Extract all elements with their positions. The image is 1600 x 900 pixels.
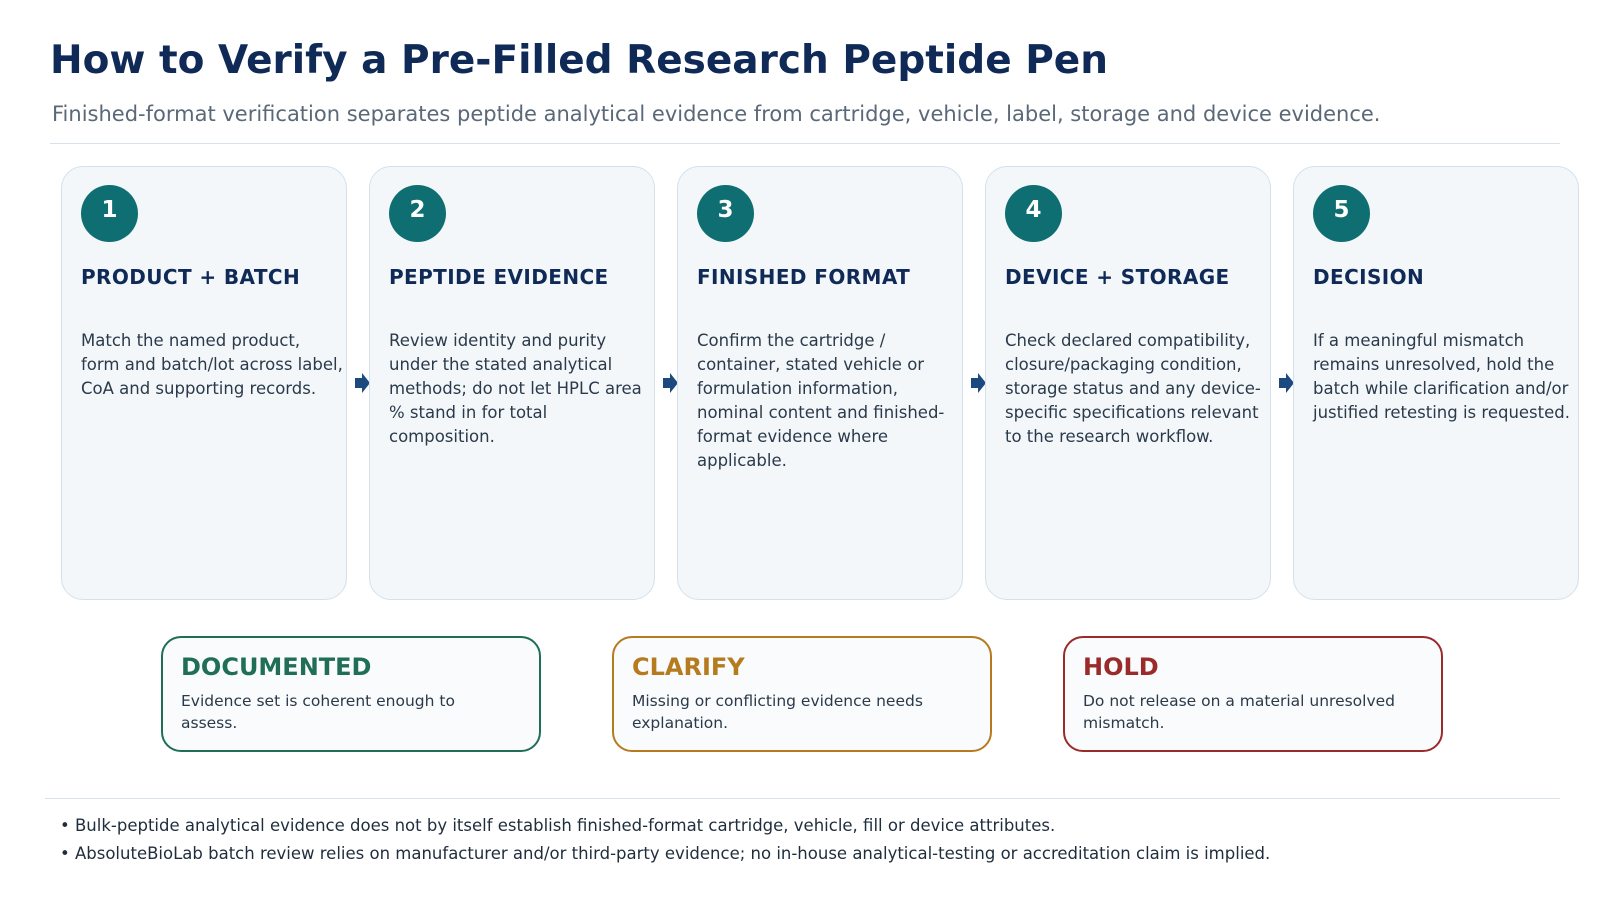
outcome-title: DOCUMENTED (181, 653, 372, 681)
step-description: If a meaningful mismatch remains unresol… (1313, 331, 1570, 422)
arrow-right-icon (971, 373, 986, 393)
arrow-right-icon (355, 373, 370, 393)
page-subtitle: Finished-format verification separates p… (52, 102, 1381, 126)
outcome-title: HOLD (1083, 653, 1159, 681)
step-description: Match the named product, form and batch/… (81, 331, 343, 398)
outcome-description: Do not release on a material unresolved … (1083, 692, 1396, 732)
step-number-badge: 5 (1313, 185, 1370, 242)
step-card-decision: 5 DECISION If a meaningful mismatch rema… (1293, 166, 1579, 600)
step-title: PRODUCT + BATCH (81, 265, 301, 289)
step-description: Confirm the cartridge / container, state… (697, 331, 945, 470)
outcome-hold: HOLD Do not release on a material unreso… (1063, 636, 1443, 752)
page-title: How to Verify a Pre-Filled Research Pept… (50, 38, 1109, 83)
footnote-item: • Bulk-peptide analytical evidence does … (60, 816, 1056, 835)
header-divider (50, 143, 1560, 144)
outcome-clarify: CLARIFY Missing or conflicting evidence … (612, 636, 992, 752)
outcome-title: CLARIFY (632, 653, 745, 681)
outcome-description: Evidence set is coherent enough to asses… (181, 692, 455, 732)
outcome-documented: DOCUMENTED Evidence set is coherent enou… (161, 636, 541, 752)
footnotes: • Bulk-peptide analytical evidence does … (60, 812, 1270, 868)
step-number-badge: 1 (81, 185, 138, 242)
arrow-right-icon (663, 373, 678, 393)
step-card-peptide-evidence: 2 PEPTIDE EVIDENCE Review identity and p… (369, 166, 655, 600)
step-number-badge: 3 (697, 185, 754, 242)
step-description: Review identity and purity under the sta… (389, 331, 642, 446)
arrow-right-icon (1279, 373, 1294, 393)
step-card-finished-format: 3 FINISHED FORMAT Confirm the cartridge … (677, 166, 963, 600)
footnote-item: • AbsoluteBioLab batch review relies on … (60, 844, 1271, 863)
step-title: PEPTIDE EVIDENCE (389, 265, 609, 289)
step-number-badge: 2 (389, 185, 446, 242)
step-card-product-batch: 1 PRODUCT + BATCH Match the named produc… (61, 166, 347, 600)
step-title: FINISHED FORMAT (697, 265, 911, 289)
step-title: DECISION (1313, 265, 1425, 289)
step-card-device-storage: 4 DEVICE + STORAGE Check declared compat… (985, 166, 1271, 600)
step-number-badge: 4 (1005, 185, 1062, 242)
footer-divider (45, 798, 1560, 799)
step-title: DEVICE + STORAGE (1005, 265, 1230, 289)
step-description: Check declared compatibility, closure/pa… (1005, 331, 1261, 446)
outcome-description: Missing or conflicting evidence needs ex… (632, 692, 923, 732)
